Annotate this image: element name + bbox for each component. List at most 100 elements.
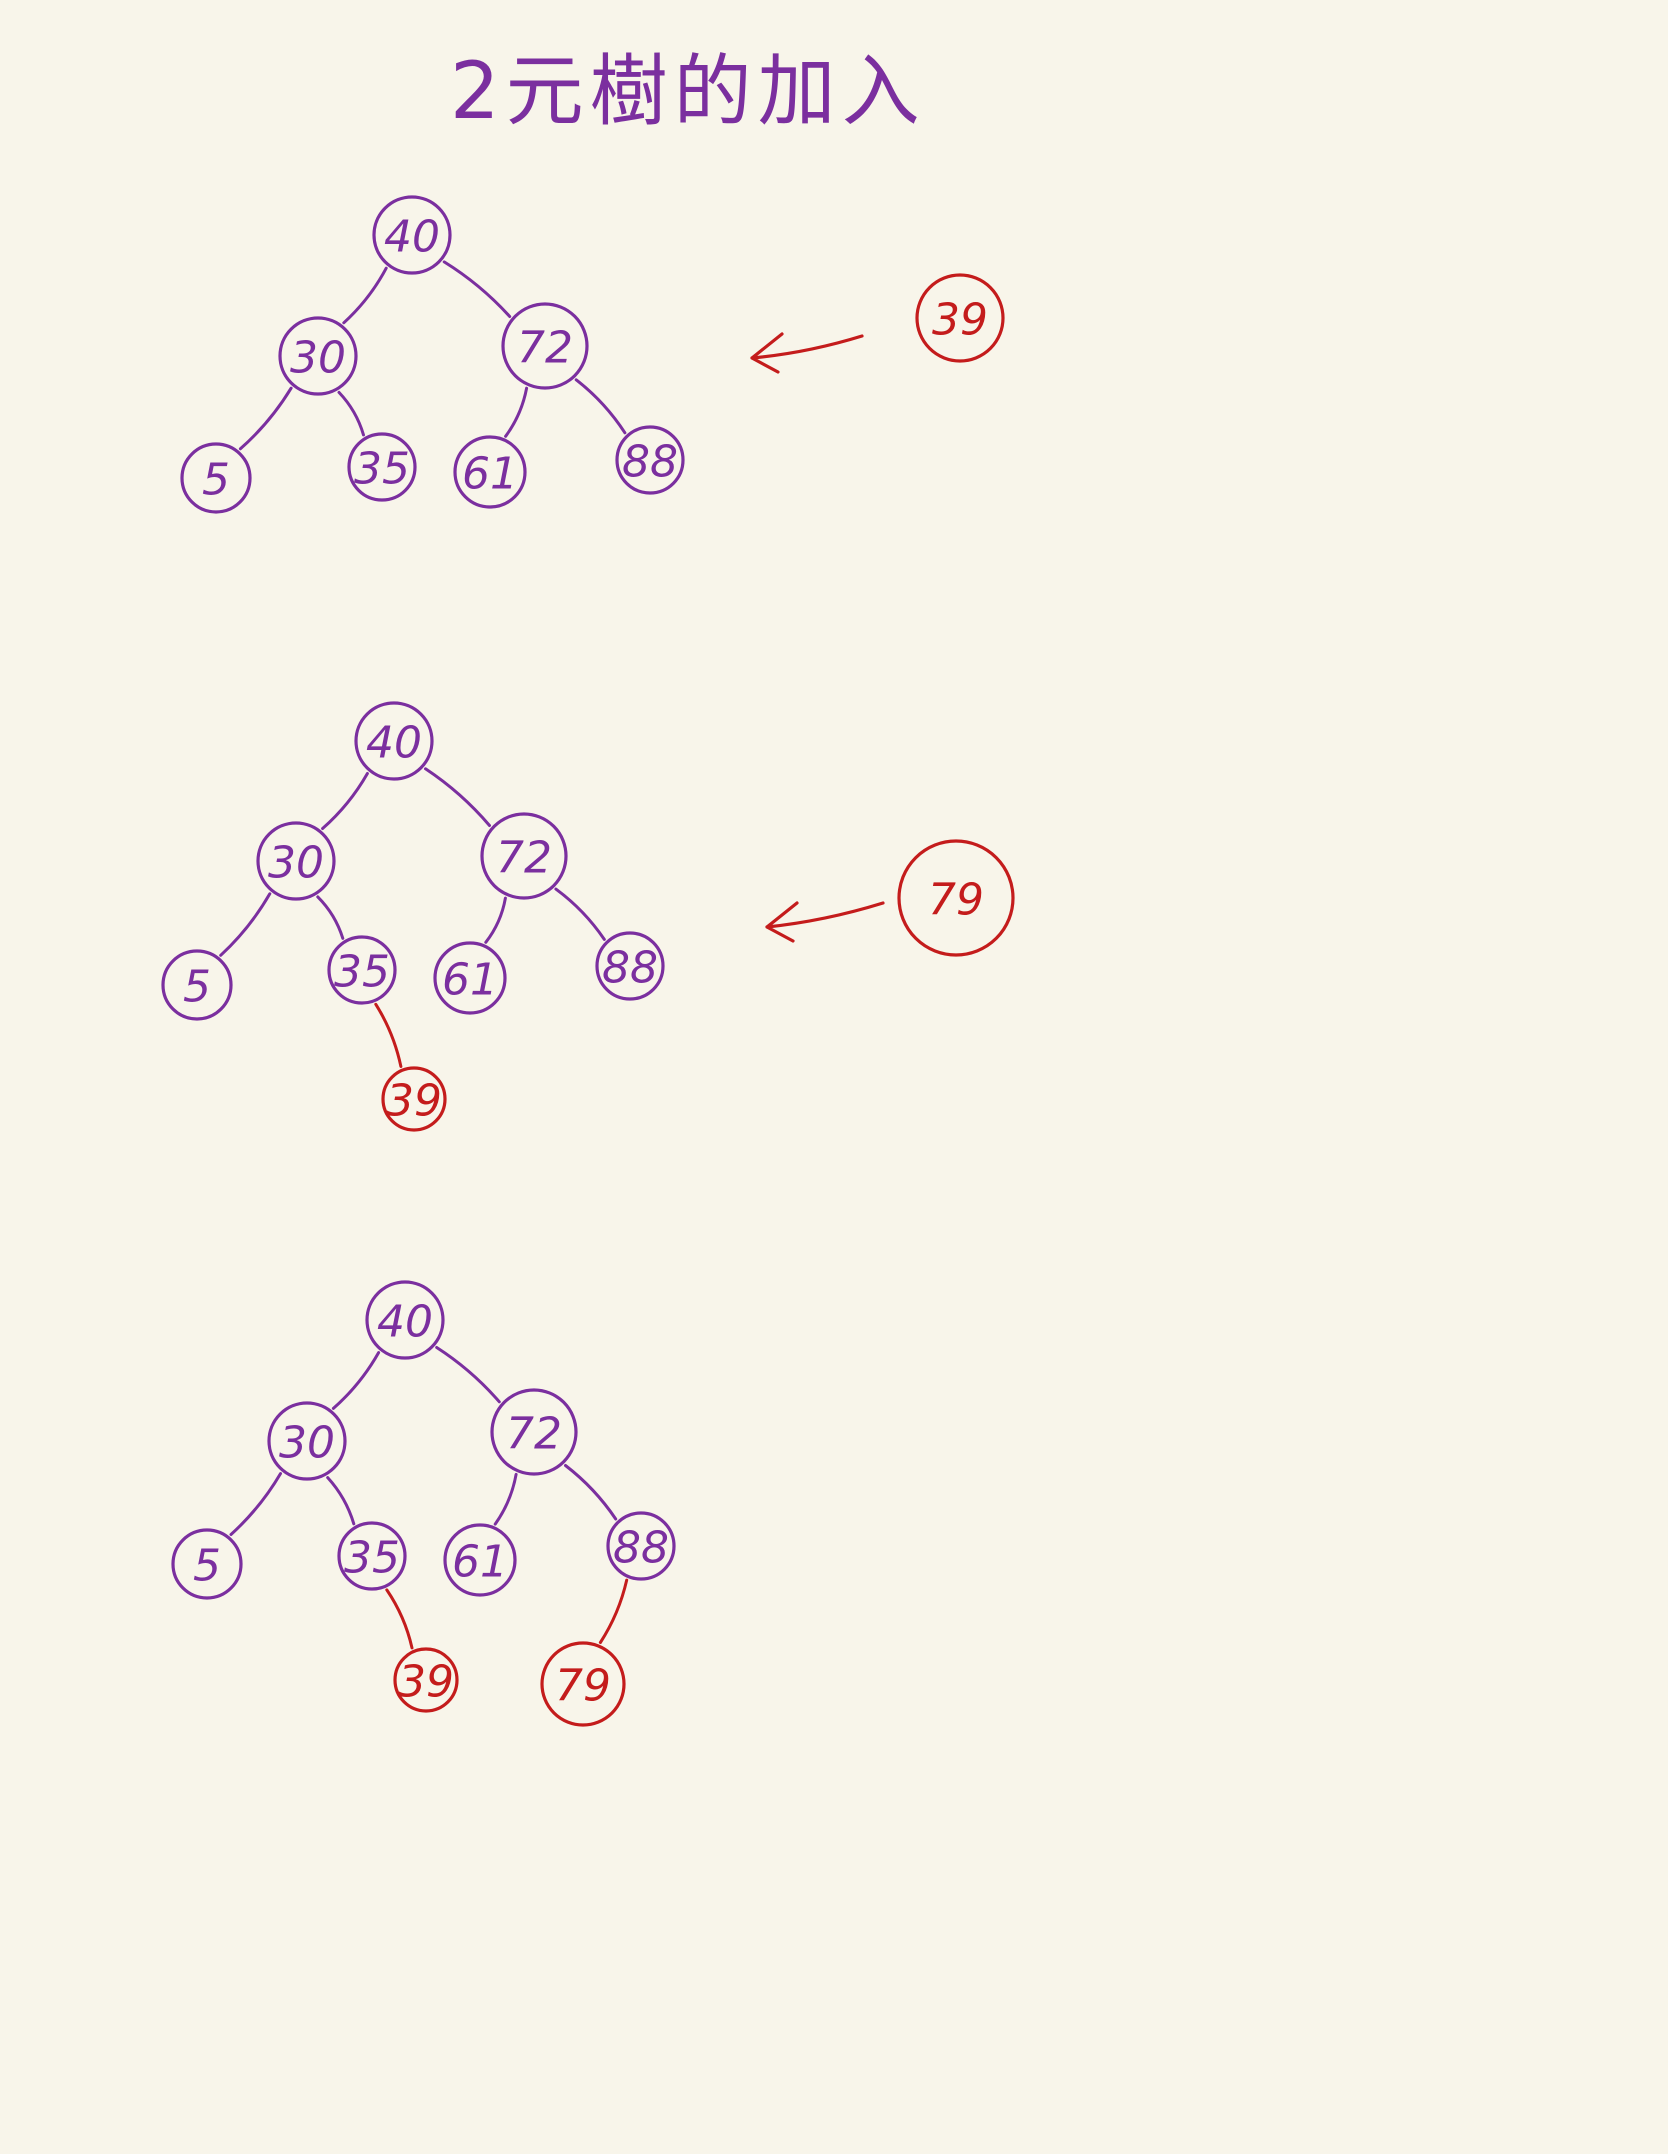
tree-node-5: 5	[171, 1528, 243, 1600]
tree-step-2: 40 30 72 5 35 61 88 39 79	[161, 701, 1015, 1132]
node-circle	[256, 821, 336, 901]
node-label: 39	[398, 1657, 454, 1708]
edge-72-88	[574, 378, 627, 435]
tree-node-40: 40	[354, 701, 434, 781]
edge-30-35	[316, 895, 345, 940]
edge-30-35	[326, 1476, 356, 1526]
left-arrow-icon	[750, 332, 864, 374]
node-circle	[480, 812, 568, 900]
tree-node-40: 40	[372, 195, 452, 275]
tree-node-88: 88	[606, 1511, 676, 1581]
tree-node-72: 72	[480, 812, 568, 900]
node-circle	[606, 1511, 676, 1581]
tree-node-35: 35	[347, 432, 417, 502]
tree-node-79: 79	[540, 1641, 626, 1727]
edge-72-61	[484, 896, 507, 944]
node-label: 5	[193, 1541, 221, 1592]
edge-72-61	[504, 386, 529, 438]
tree-node-72: 72	[501, 302, 589, 390]
edge-35-39	[385, 1588, 414, 1650]
node-circle	[443, 1523, 517, 1597]
edge-30-35	[337, 390, 365, 437]
incoming-node-79: 79	[897, 839, 1015, 957]
node-label: 30	[290, 333, 346, 384]
node-label: 61	[462, 449, 518, 500]
node-circle	[393, 1647, 459, 1713]
tree-node-61: 61	[443, 1523, 517, 1597]
node-circle	[595, 931, 665, 1001]
node-label: 72	[496, 833, 552, 884]
node-label: 88	[613, 1523, 669, 1574]
node-circle	[381, 1066, 447, 1132]
tree-node-61: 61	[453, 435, 527, 509]
node-circle	[337, 1521, 407, 1591]
edge-88-79	[598, 1578, 629, 1644]
node-label: 88	[602, 943, 658, 994]
left-arrow-icon	[765, 901, 885, 943]
node-circle	[540, 1641, 626, 1727]
node-circle	[433, 941, 507, 1015]
tree-diagrams: 40 30 72 5 35 61 88 39 40 30 72 5 35 61 88 39 79 40 30 72 5 3…	[161, 195, 1015, 1727]
tree-step-3: 40 30 72 5 35 61 88 39 79	[171, 1280, 676, 1727]
node-label: 30	[268, 838, 324, 889]
node-circle	[327, 935, 397, 1005]
node-label: 79	[928, 875, 984, 926]
tree-node-30: 30	[256, 821, 336, 901]
edge-40-72	[435, 1346, 501, 1404]
node-label: 5	[183, 962, 211, 1013]
node-label: 72	[506, 1409, 562, 1460]
tree-node-88: 88	[615, 425, 685, 495]
node-label: 40	[384, 212, 440, 263]
node-label: 35	[354, 444, 410, 495]
edge-72-88	[554, 887, 606, 941]
edge-40-72	[442, 260, 512, 318]
tree-node-5: 5	[180, 442, 252, 514]
node-circle	[347, 432, 417, 502]
node-circle	[897, 839, 1015, 957]
node-label: 30	[279, 1418, 335, 1469]
tree-node-40: 40	[365, 1280, 445, 1360]
tree-node-61: 61	[433, 941, 507, 1015]
node-label: 35	[334, 947, 390, 998]
node-label: 39	[932, 295, 988, 346]
edge-72-88	[564, 1464, 618, 1521]
node-circle	[915, 273, 1005, 363]
node-label: 35	[344, 1533, 400, 1584]
node-label: 61	[442, 955, 498, 1006]
tree-step-1: 40 30 72 5 35 61 88 39	[180, 195, 1005, 514]
node-label: 88	[622, 437, 678, 488]
node-label: 61	[452, 1537, 508, 1588]
tree-node-35: 35	[337, 1521, 407, 1591]
tree-node-39: 39	[393, 1647, 459, 1713]
edge-40-30	[321, 772, 369, 830]
node-circle	[171, 1528, 243, 1600]
node-label: 5	[202, 455, 230, 506]
node-circle	[490, 1388, 578, 1476]
edge-30-5	[229, 1472, 282, 1536]
edge-35-39	[374, 1002, 403, 1068]
edge-40-72	[424, 767, 491, 827]
node-label: 40	[366, 718, 422, 769]
node-circle	[453, 435, 527, 509]
tree-node-72: 72	[490, 1388, 578, 1476]
node-circle	[354, 701, 434, 781]
incoming-node-39: 39	[915, 273, 1005, 363]
tree-node-5: 5	[161, 949, 233, 1021]
node-circle	[267, 1401, 347, 1481]
tree-node-39: 39	[381, 1066, 447, 1132]
node-circle	[180, 442, 252, 514]
edge-30-5	[238, 386, 293, 451]
node-circle	[161, 949, 233, 1021]
edge-72-61	[493, 1472, 518, 1526]
node-label: 79	[555, 1661, 611, 1712]
edge-40-30	[331, 1351, 381, 1410]
tree-node-35: 35	[327, 935, 397, 1005]
node-circle	[501, 302, 589, 390]
node-circle	[365, 1280, 445, 1360]
node-circle	[278, 316, 358, 396]
edge-40-30	[342, 266, 388, 325]
node-circle	[372, 195, 452, 275]
node-label: 72	[517, 323, 573, 374]
page-title: 2元樹的加入	[450, 47, 926, 137]
tree-node-88: 88	[595, 931, 665, 1001]
